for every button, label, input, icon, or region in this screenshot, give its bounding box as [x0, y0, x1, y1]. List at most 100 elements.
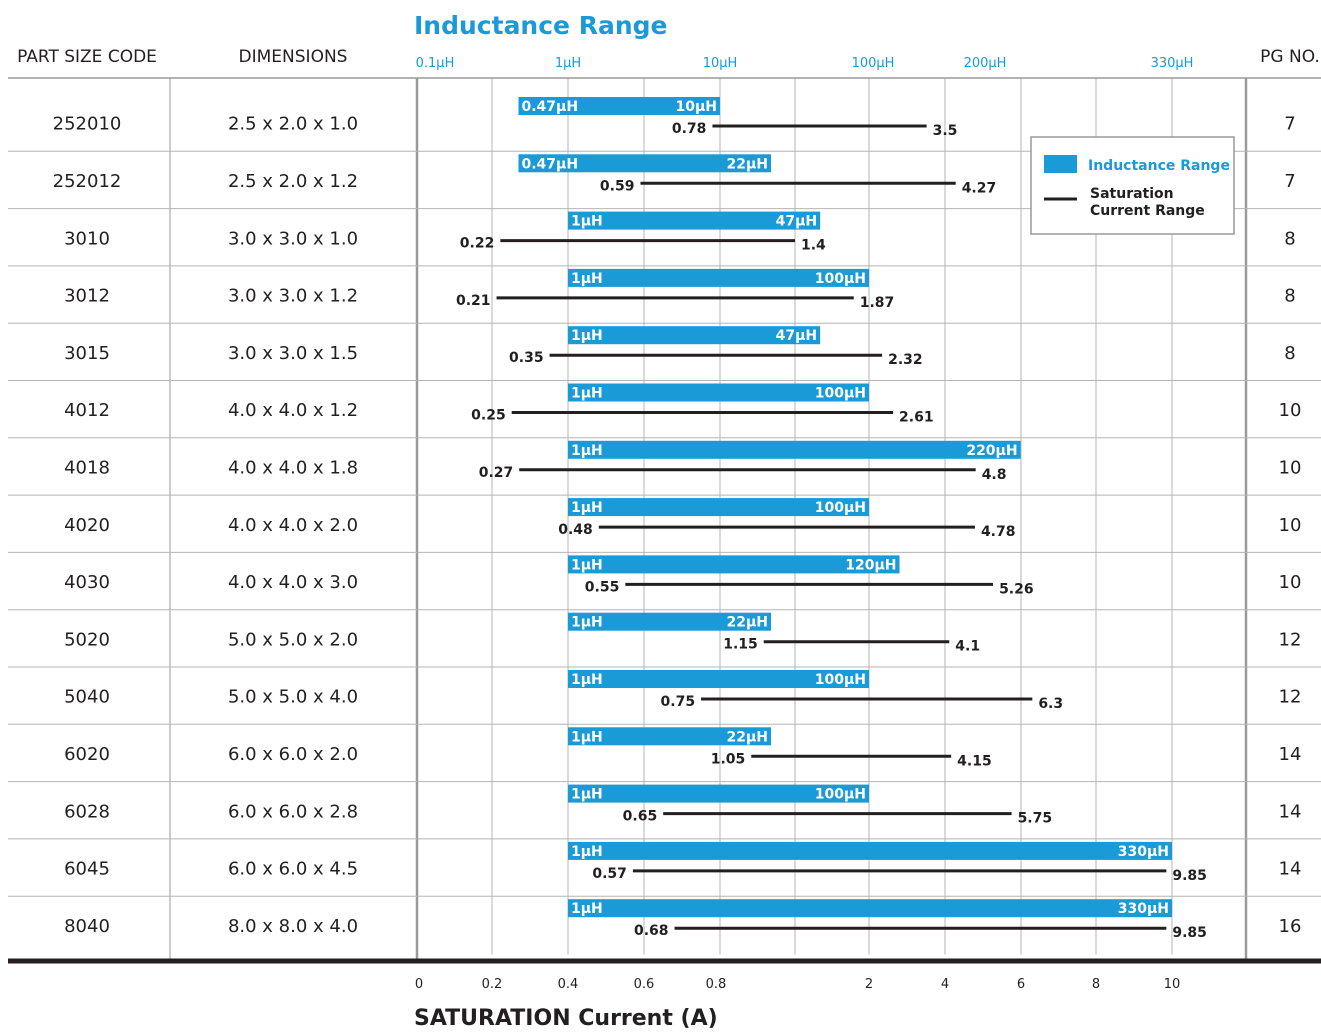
inductance-min-label: 0.47µH: [521, 156, 578, 172]
saturation-min-label: 0.57: [592, 866, 627, 882]
saturation-max-label: 4.78: [981, 524, 1016, 540]
table-row: 4030 4.0 x 4.0 x 3.0 10 1µH 120µH 0.55 5.26: [64, 555, 1301, 597]
dimensions-cell: 6.0 x 6.0 x 4.5: [228, 859, 358, 880]
inductance-max-label: 330µH: [1118, 901, 1169, 917]
inductance-max-label: 22µH: [727, 156, 769, 172]
part-size-code-cell: 4020: [64, 515, 110, 536]
part-size-code-cell: 4030: [64, 572, 110, 593]
saturation-max-label: 4.27: [962, 180, 997, 196]
table-row: 252010 2.5 x 2.0 x 1.0 7 0.47µH 10µH 0.78 3.5: [53, 97, 1296, 139]
current-axis-tick-label: 0.8: [706, 977, 727, 992]
part-size-code-cell: 252010: [53, 114, 122, 135]
dimensions-cell: 3.0 x 3.0 x 1.5: [228, 343, 358, 364]
current-axis-tick-label: 0: [415, 977, 423, 992]
table-row: 3010 3.0 x 3.0 x 1.0 8 1µH 47µH 0.22 1.4: [64, 211, 1296, 254]
part-size-code-cell: 4012: [64, 400, 110, 421]
inductance-max-label: 10µH: [675, 99, 717, 115]
part-size-code-cell: 5040: [64, 687, 110, 708]
page-number-cell: 14: [1279, 801, 1302, 822]
part-size-code-cell: 6028: [64, 801, 110, 822]
saturation-max-label: 6.3: [1038, 696, 1063, 712]
saturation-max-label: 1.4: [801, 238, 826, 254]
saturation-max-label: 9.85: [1172, 925, 1207, 941]
inductance-max-label: 100µH: [815, 271, 866, 287]
table-row: 3015 3.0 x 3.0 x 1.5 8 1µH 47µH 0.35 2.32: [64, 326, 1296, 368]
inductance-range-bar: [568, 268, 869, 287]
dimensions-cell: 4.0 x 4.0 x 2.0: [228, 515, 358, 536]
saturation-max-label: 2.32: [888, 352, 923, 368]
inductance-range-bar: [568, 211, 821, 230]
saturation-min-label: 0.75: [661, 694, 696, 710]
saturation-min-label: 1.05: [711, 751, 746, 767]
saturation-max-label: 5.75: [1018, 811, 1053, 827]
page-number-cell: 8: [1284, 228, 1295, 249]
saturation-max-label: 4.8: [982, 467, 1007, 483]
inductance-max-label: 120µH: [845, 557, 896, 573]
dimensions-cell: 8.0 x 8.0 x 4.0: [228, 916, 358, 937]
part-size-code-cell: 4018: [64, 457, 110, 478]
inductance-range-bar: [568, 670, 869, 688]
saturation-min-label: 0.35: [509, 350, 544, 366]
table-row: 4012 4.0 x 4.0 x 1.2 10 1µH 100µH 0.25 2.61: [64, 383, 1301, 426]
saturation-max-label: 2.61: [899, 410, 934, 426]
inductance-range-bar: [568, 383, 869, 402]
inductance-range-bar: [568, 784, 869, 803]
inductance-min-label: 1µH: [571, 214, 603, 230]
inductance-range-bar: [518, 154, 772, 173]
inductance-min-label: 1µH: [571, 787, 603, 803]
current-axis-tick-label: 8: [1092, 977, 1100, 992]
table-row: 4020 4.0 x 4.0 x 2.0 10 1µH 100µH 0.48 4.78: [64, 498, 1301, 540]
part-size-code-cell: 3015: [64, 343, 110, 364]
inductance-max-label: 47µH: [776, 214, 818, 230]
part-size-code-cell: 3010: [64, 228, 110, 249]
table-row: 6028 6.0 x 6.0 x 2.8 14 1µH 100µH 0.65 5.75: [64, 784, 1302, 827]
page-number-cell: 14: [1279, 744, 1302, 765]
inductance-min-label: 1µH: [571, 328, 603, 344]
grid-layer: 0.1µH 1µH 10µH 100µH 200µH 330µH 0 0.2 0.4 0.6 0.8…: [8, 56, 1321, 992]
dimensions-cell: 2.5 x 2.0 x 1.0: [228, 114, 358, 135]
saturation-min-label: 1.15: [723, 637, 758, 653]
inductance-max-label: 100µH: [815, 500, 866, 516]
page-number-cell: 12: [1279, 687, 1302, 708]
inductance-axis-tick-label: 1µH: [555, 56, 581, 71]
saturation-min-label: 0.25: [471, 408, 506, 424]
part-size-code-cell: 5020: [64, 629, 110, 650]
table-row: 8040 8.0 x 8.0 x 4.0 16 1µH 330µH 0.68 9.85: [64, 899, 1301, 941]
saturation-min-label: 0.21: [456, 293, 491, 309]
inductance-axis-tick-label: 10µH: [703, 56, 738, 71]
table-row: 5040 5.0 x 5.0 x 4.0 12 1µH 100µH 0.75 6.3: [64, 670, 1301, 712]
saturation-min-label: 0.48: [558, 522, 593, 538]
part-size-code-cell: 6045: [64, 859, 110, 880]
legend-box: [1030, 136, 1235, 235]
table-row: 252012 2.5 x 2.0 x 1.2 7 0.47µH 22µH 0.59 4.27: [53, 154, 1296, 196]
inductance-max-label: 22µH: [727, 615, 769, 631]
inductance-min-label: 1µH: [571, 844, 603, 860]
inductance-axis-tick-label: 100µH: [852, 56, 895, 71]
inductance-range-bar: [568, 727, 772, 746]
saturation-max-label: 9.85: [1172, 868, 1207, 884]
table-row: 5020 5.0 x 5.0 x 2.0 12 1µH 22µH 1.15 4.1: [64, 612, 1302, 655]
current-axis-tick-label: 2: [865, 977, 873, 992]
saturation-min-label: 0.22: [460, 236, 495, 252]
current-axis-tick-label: 4: [941, 977, 949, 992]
saturation-max-label: 1.87: [860, 295, 895, 311]
page-number-cell: 10: [1279, 572, 1302, 593]
legend-inductance-label: Inductance Range: [1088, 158, 1230, 174]
saturation-min-label: 0.27: [479, 465, 514, 481]
inductance-min-label: 1µH: [571, 443, 603, 459]
part-size-code-cell: 8040: [64, 916, 110, 937]
saturation-min-label: 0.68: [634, 923, 669, 939]
page-number-cell: 10: [1279, 457, 1302, 478]
part-size-code-cell: 252012: [53, 171, 122, 192]
page-number-cell: 12: [1279, 629, 1302, 650]
inductance-axis-tick-label: 200µH: [964, 56, 1007, 71]
saturation-max-label: 4.15: [957, 753, 992, 769]
page-number-cell: 16: [1279, 916, 1302, 937]
header-part-size-code: PART SIZE CODE: [17, 47, 157, 67]
saturation-min-label: 0.78: [672, 121, 707, 137]
dimensions-cell: 2.5 x 2.0 x 1.2: [228, 171, 358, 192]
inductance-range-bar: [568, 841, 1172, 860]
current-axis-tick-label: 0.2: [482, 977, 503, 992]
inductance-max-label: 330µH: [1118, 844, 1169, 860]
table-row: 4018 4.0 x 4.0 x 1.8 10 1µH 220µH 0.27 4.8: [64, 440, 1302, 483]
